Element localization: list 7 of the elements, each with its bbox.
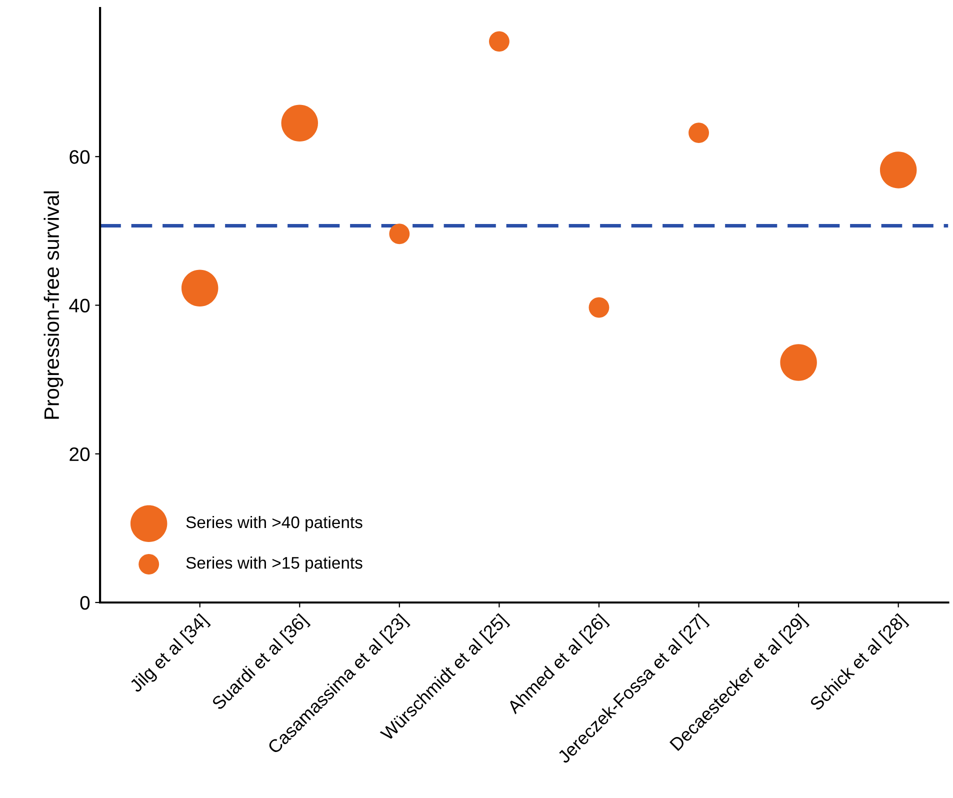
y-tick-label: 0 <box>80 596 90 610</box>
y-axis-title: Progression-free survival <box>44 191 64 419</box>
y-tick-label: 60 <box>70 150 90 164</box>
y-tick-label: 20 <box>70 447 90 462</box>
legend-label: Series with >40 patients <box>186 516 362 532</box>
legend-label: Series with >15 patients <box>186 556 362 572</box>
y-tick-label: 40 <box>69 298 90 312</box>
